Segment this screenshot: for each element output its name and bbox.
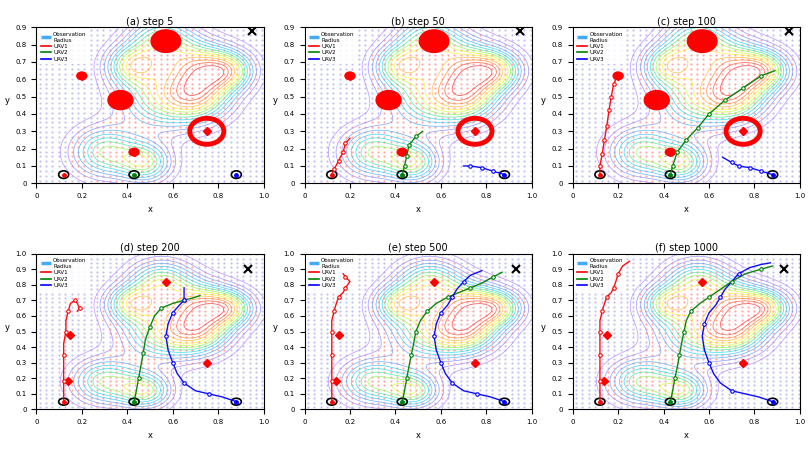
Circle shape: [398, 148, 407, 156]
X-axis label: x: x: [684, 431, 688, 440]
Title: (e) step 500: (e) step 500: [389, 243, 448, 253]
Circle shape: [665, 148, 675, 156]
Y-axis label: y: y: [541, 96, 546, 105]
Circle shape: [376, 91, 401, 110]
Circle shape: [77, 72, 86, 80]
X-axis label: x: x: [148, 205, 153, 213]
Title: (b) step 50: (b) step 50: [391, 16, 445, 26]
X-axis label: x: x: [684, 205, 688, 213]
Circle shape: [613, 72, 623, 80]
Title: (d) step 200: (d) step 200: [120, 243, 180, 253]
Title: (a) step 5: (a) step 5: [126, 16, 174, 26]
Circle shape: [419, 30, 448, 52]
Legend: Observation
Radius, UAV1, UAV2, UAV3: Observation Radius, UAV1, UAV2, UAV3: [38, 29, 90, 65]
Title: (f) step 1000: (f) step 1000: [654, 243, 718, 253]
Circle shape: [688, 30, 717, 52]
Circle shape: [644, 91, 669, 110]
Y-axis label: y: y: [273, 323, 278, 332]
X-axis label: x: x: [148, 431, 153, 440]
Legend: Observation
Radius, UAV1, UAV2, UAV3: Observation Radius, UAV1, UAV2, UAV3: [574, 29, 625, 65]
Y-axis label: y: y: [5, 96, 10, 105]
Y-axis label: y: y: [541, 323, 546, 332]
Legend: Observation
Radius, UAV1, UAV2, UAV3: Observation Radius, UAV1, UAV2, UAV3: [38, 255, 90, 291]
Circle shape: [129, 148, 139, 156]
Title: (c) step 100: (c) step 100: [657, 16, 716, 26]
X-axis label: x: x: [415, 205, 421, 213]
Y-axis label: y: y: [273, 96, 278, 105]
Legend: Observation
Radius, UAV1, UAV2, UAV3: Observation Radius, UAV1, UAV2, UAV3: [306, 29, 357, 65]
Legend: Observation
Radius, UAV1, UAV2, UAV3: Observation Radius, UAV1, UAV2, UAV3: [574, 255, 625, 291]
X-axis label: x: x: [415, 431, 421, 440]
Circle shape: [345, 72, 355, 80]
Legend: Observation
Radius, UAV1, UAV2, UAV3: Observation Radius, UAV1, UAV2, UAV3: [306, 255, 357, 291]
Y-axis label: y: y: [5, 323, 10, 332]
Circle shape: [151, 30, 181, 52]
Circle shape: [108, 91, 133, 110]
